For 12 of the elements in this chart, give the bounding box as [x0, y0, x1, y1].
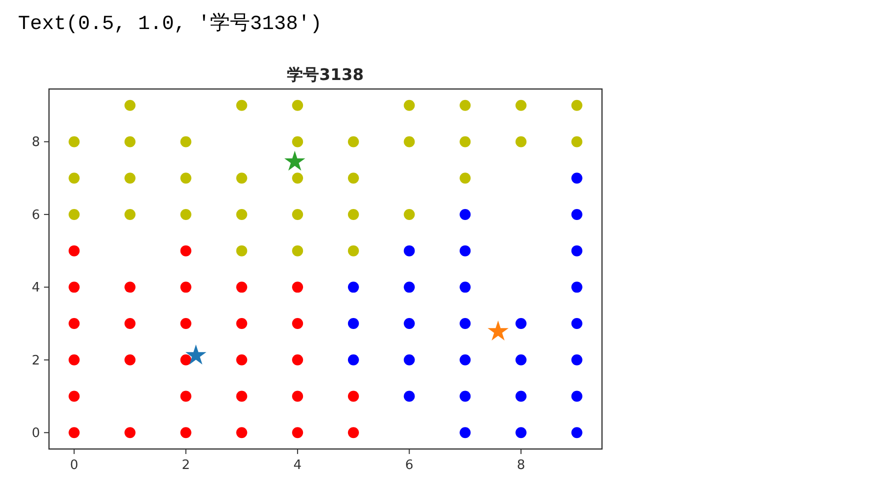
y-tick-label: 6 [32, 208, 40, 223]
y-tick-label: 2 [32, 353, 40, 368]
y-tick-label: 4 [32, 280, 40, 296]
title: 学号3138 [287, 65, 364, 84]
x-tick-label: 0 [70, 458, 78, 473]
x-tick-label: 6 [405, 458, 414, 473]
x-tick-label: 8 [516, 458, 526, 473]
y-tick-label: 8 [32, 135, 40, 150]
annotation: Text(0.5, 1.0, '学号3138') [18, 13, 322, 36]
y-tick-label: 0 [32, 426, 40, 442]
x-tick-label: 4 [293, 458, 302, 473]
x-tick-label: 2 [182, 458, 190, 473]
